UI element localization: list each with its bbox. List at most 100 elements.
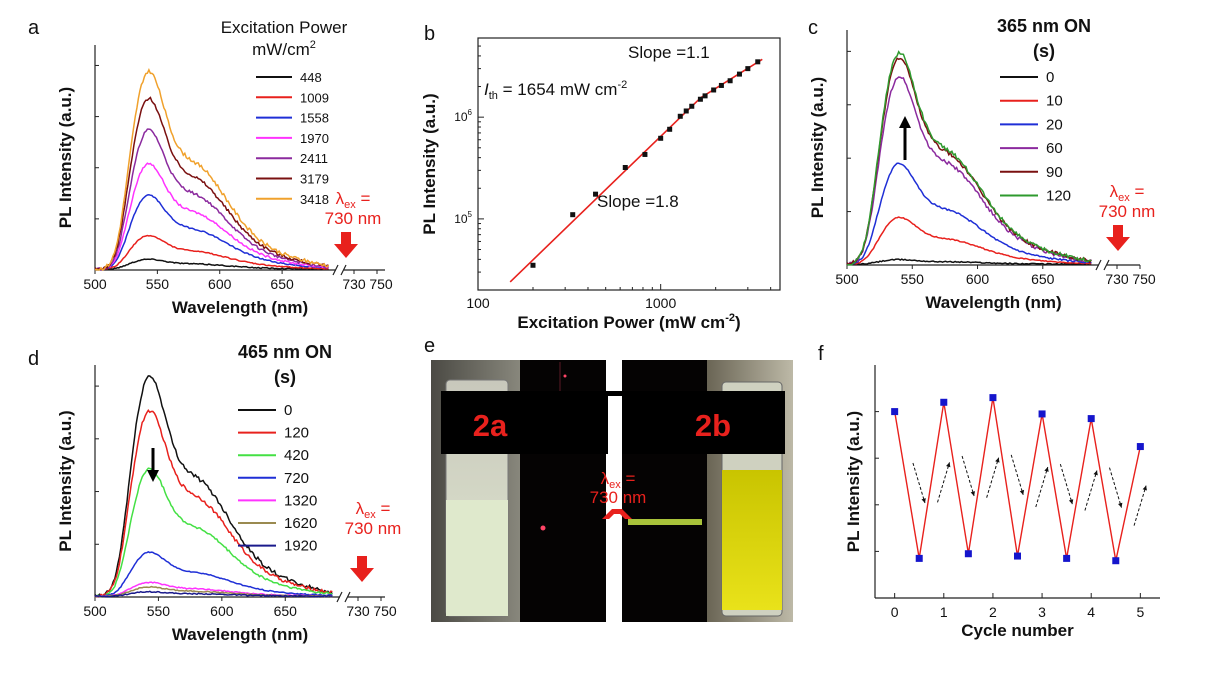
direction-arrow-icon bbox=[937, 462, 950, 503]
cycle-point bbox=[891, 408, 899, 416]
data-point bbox=[727, 78, 733, 84]
cycle-point bbox=[1014, 552, 1021, 560]
x-axis-label: Cycle number bbox=[961, 621, 1074, 640]
data-point bbox=[697, 96, 703, 102]
panel-b: b 100 1000 105 106 Excitation Power (mW cm-2)… bbox=[420, 23, 781, 332]
legend-label-1920: 1920 bbox=[284, 538, 317, 555]
excitation-annotation-line2: 730 nm bbox=[345, 519, 402, 538]
photo-annotation-line1: λex = bbox=[601, 469, 636, 491]
panel-d: d 500 550 600 650 730 750 Wavelength (nm) PL Int… bbox=[28, 342, 401, 644]
direction-arrow-icon bbox=[986, 457, 1000, 498]
direction-arrow-icon bbox=[1035, 466, 1049, 508]
x-tick-label: 730 bbox=[346, 603, 370, 619]
x-axis-label: Excitation Power (mW cm-2) bbox=[517, 312, 740, 332]
fit-line-low bbox=[509, 97, 702, 283]
panel-label-e: e bbox=[424, 335, 435, 357]
cycle-point bbox=[1136, 443, 1144, 451]
legend-title: 465 nm ON bbox=[238, 342, 332, 362]
excitation-annotation: λex = bbox=[336, 189, 371, 211]
data-point bbox=[736, 71, 742, 77]
cycle-line bbox=[894, 397, 1141, 561]
panel-label-d: d bbox=[28, 348, 39, 370]
x-tick-label: 550 bbox=[901, 271, 925, 287]
direction-arrow-icon bbox=[1084, 470, 1098, 511]
legend-label-20: 20 bbox=[1046, 116, 1063, 133]
direction-arrow-icon bbox=[1133, 485, 1147, 526]
legend-label-1009: 1009 bbox=[300, 90, 329, 105]
legend-label-120: 120 bbox=[284, 425, 309, 442]
x-tick-label: 3 bbox=[1038, 604, 1046, 620]
direction-arrow-icon bbox=[961, 455, 975, 497]
legend-label-1970: 1970 bbox=[300, 131, 329, 146]
slope-label-high: Slope =1.1 bbox=[628, 43, 710, 62]
x-tick-label: 5 bbox=[1136, 604, 1144, 620]
x-tick-label: 2 bbox=[989, 604, 997, 620]
series-line-2411 bbox=[94, 128, 330, 271]
x-tick-label: 550 bbox=[146, 276, 170, 292]
direction-arrow-icon bbox=[1059, 464, 1073, 505]
data-point bbox=[677, 113, 683, 119]
trend-arrowhead bbox=[147, 470, 159, 482]
legend-title: Excitation Power bbox=[221, 18, 348, 37]
direction-arrowhead bbox=[1044, 466, 1049, 472]
data-point bbox=[689, 103, 695, 109]
y-axis-label: PL Intensity (a.u.) bbox=[844, 411, 863, 552]
data-point bbox=[593, 191, 599, 197]
data-point bbox=[745, 66, 751, 72]
cycle-point bbox=[1087, 415, 1095, 423]
x-tick-label: 650 bbox=[270, 276, 294, 292]
direction-arrow-icon bbox=[912, 462, 926, 504]
legend-label-90: 90 bbox=[1046, 164, 1063, 181]
cycle-point bbox=[964, 550, 972, 558]
legend-label-10: 10 bbox=[1046, 93, 1063, 110]
series-line-0 bbox=[846, 258, 1092, 266]
slope-label-low: Slope =1.8 bbox=[597, 192, 679, 211]
series-line-0 bbox=[94, 375, 333, 597]
label-2a: 2a bbox=[473, 408, 508, 443]
direction-arrowhead bbox=[1142, 485, 1147, 491]
series-line-90 bbox=[846, 57, 1092, 266]
direction-arrowhead bbox=[921, 498, 926, 503]
series-line-448 bbox=[94, 258, 329, 271]
y-axis-label: PL Intensity (a.u.) bbox=[56, 410, 75, 551]
panel-label-a: a bbox=[28, 17, 40, 39]
x-tick-label: 750 bbox=[369, 276, 393, 292]
x-tick-label: 750 bbox=[373, 603, 397, 619]
series-line-20 bbox=[846, 162, 1092, 266]
cycle-point bbox=[989, 394, 997, 402]
legend-unit: mW/cm2 bbox=[252, 39, 316, 59]
label-2b: 2b bbox=[695, 408, 731, 443]
legend-label-420: 420 bbox=[284, 447, 309, 464]
data-point bbox=[711, 87, 717, 93]
direction-arrowhead bbox=[1093, 470, 1098, 476]
direction-arrowhead bbox=[1118, 502, 1123, 508]
data-point bbox=[755, 59, 761, 65]
legend-label-3418: 3418 bbox=[300, 192, 329, 207]
x-tick-label: 500 bbox=[83, 603, 107, 619]
legend-label-1558: 1558 bbox=[300, 111, 329, 126]
x-tick-label: 650 bbox=[274, 603, 298, 619]
cycle-point bbox=[940, 398, 948, 406]
x-axis-label: Wavelength (nm) bbox=[172, 625, 308, 644]
y-axis-label: PL Intensity (a.u.) bbox=[56, 87, 75, 228]
x-tick-label: 1000 bbox=[645, 295, 676, 311]
excitation-annotation: λex = bbox=[356, 499, 391, 521]
x-tick-label: 500 bbox=[835, 271, 859, 287]
panel-label-b: b bbox=[424, 23, 435, 45]
series-line-3418 bbox=[94, 68, 330, 271]
direction-arrowhead bbox=[1068, 499, 1074, 505]
x-axis-label: Wavelength (nm) bbox=[172, 298, 308, 317]
excitation-arrow-icon bbox=[334, 232, 358, 258]
panel-f: f 0 1 2 3 4 5 Cycle number PL Intensity (a.u.) bbox=[818, 343, 1160, 640]
excitation-annotation: λex = bbox=[1110, 182, 1145, 204]
series-line-1009 bbox=[94, 234, 329, 271]
series-line-120 bbox=[94, 408, 333, 598]
x-axis-label: Wavelength (nm) bbox=[925, 293, 1061, 312]
excitation-arrow-icon bbox=[350, 556, 374, 582]
cycle-point bbox=[1063, 554, 1071, 562]
legend-unit: (s) bbox=[1033, 41, 1055, 61]
direction-arrowhead bbox=[946, 462, 951, 468]
data-point bbox=[530, 262, 536, 268]
x-tick-label: 730 bbox=[342, 276, 366, 292]
